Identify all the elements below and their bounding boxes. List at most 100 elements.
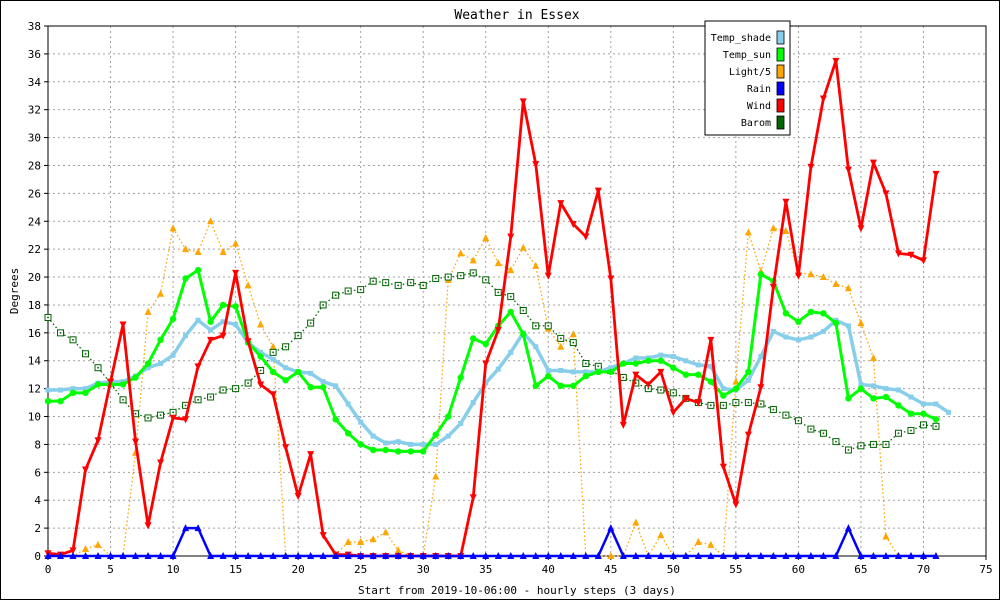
data-point-light-5 <box>732 377 740 385</box>
data-point-temp-shade <box>745 377 751 383</box>
data-point-wind <box>707 336 715 344</box>
data-point-wind <box>769 283 777 291</box>
x-tick-label: 40 <box>542 563 555 576</box>
data-point-rain <box>719 552 727 559</box>
data-point-temp-shade <box>808 334 814 340</box>
data-point-temp-shade <box>508 349 514 355</box>
series-barom <box>44 269 940 454</box>
x-tick-label: 0 <box>45 563 52 576</box>
data-point-rain <box>682 552 690 559</box>
data-point-temp-shade <box>770 328 776 334</box>
data-point-temp-shade <box>183 333 189 339</box>
data-point-rain <box>569 552 577 559</box>
data-point-wind <box>919 257 927 265</box>
x-tick-label: 75 <box>979 563 992 576</box>
legend-swatch <box>776 115 785 130</box>
data-point-light-5 <box>482 234 490 241</box>
data-point-wind <box>494 327 502 335</box>
legend-swatch <box>776 47 785 62</box>
data-point-rain <box>932 552 940 559</box>
data-point-rain <box>419 552 427 559</box>
data-point-light-5 <box>844 284 852 292</box>
data-point-temp-sun <box>369 446 377 454</box>
data-point-rain <box>94 552 102 559</box>
data-point-wind <box>669 409 677 417</box>
legend-swatch <box>776 64 785 79</box>
data-point-light-5 <box>507 266 515 274</box>
data-point-rain <box>694 552 702 559</box>
data-point-light-5 <box>494 259 502 267</box>
data-point-temp-sun <box>857 385 865 392</box>
data-point-temp-shade <box>283 365 289 371</box>
data-point-rain <box>619 552 627 559</box>
data-point-light-5 <box>382 528 390 536</box>
data-point-rain <box>144 552 152 559</box>
y-tick-label: 24 <box>28 215 42 228</box>
legend-label: Barom <box>741 118 771 129</box>
data-point-wind <box>569 221 577 229</box>
data-point-rain <box>857 552 865 559</box>
data-point-wind <box>844 166 852 174</box>
x-tick-label: 65 <box>854 563 867 576</box>
y-tick-label: 16 <box>28 327 41 340</box>
data-point-light-5 <box>257 320 265 328</box>
data-point-temp-sun <box>532 382 539 390</box>
data-point-temp-sun <box>457 374 464 381</box>
data-point-temp-shade <box>70 386 76 392</box>
data-point-temp-sun <box>482 340 489 348</box>
data-point-temp-sun <box>570 382 577 390</box>
data-point-temp-sun <box>219 301 227 309</box>
data-point-temp-sun <box>82 389 89 397</box>
y-tick-label: 10 <box>28 411 41 424</box>
data-point-temp-sun <box>507 308 514 316</box>
data-point-temp-shade <box>370 433 376 439</box>
data-point-temp-shade <box>83 386 89 392</box>
data-point-temp-shade <box>58 387 64 393</box>
data-point-temp-sun <box>932 416 940 423</box>
y-tick-label: 20 <box>28 271 41 284</box>
data-point-rain <box>707 552 715 559</box>
data-point-temp-shade <box>145 365 151 371</box>
data-point-wind <box>244 338 252 346</box>
data-point-rain <box>82 552 90 559</box>
data-point-temp-shade <box>758 354 764 360</box>
data-point-rain <box>632 552 640 559</box>
data-point-temp-shade <box>258 349 264 355</box>
data-point-rain <box>507 552 515 559</box>
y-tick-label: 0 <box>34 550 41 563</box>
data-point-temp-sun <box>420 448 427 455</box>
data-point-temp-sun <box>707 378 715 385</box>
data-point-temp-shade <box>683 358 689 364</box>
data-point-rain <box>607 524 615 532</box>
data-point-temp-sun <box>657 357 665 364</box>
data-point-rain <box>319 552 327 559</box>
series-line-rain <box>48 526 936 558</box>
data-point-wind <box>682 395 690 403</box>
data-point-wind <box>657 368 665 376</box>
y-tick-label: 32 <box>28 104 41 117</box>
data-point-light-5 <box>169 224 177 232</box>
y-tick-label: 14 <box>28 355 42 368</box>
data-point-temp-sun <box>432 431 439 438</box>
data-point-temp-shade <box>920 401 926 407</box>
data-point-rain <box>807 552 815 559</box>
data-point-temp-sun <box>445 413 452 420</box>
data-point-rain <box>432 552 440 559</box>
data-point-temp-shade <box>208 327 214 333</box>
data-point-rain <box>119 552 127 559</box>
y-tick-label: 34 <box>28 76 42 89</box>
x-tick-label: 55 <box>729 563 742 576</box>
data-point-temp-sun <box>670 364 677 371</box>
series-rain <box>44 524 940 559</box>
data-point-temp-sun <box>695 371 702 378</box>
data-point-temp-shade <box>570 369 576 375</box>
data-point-rain <box>344 552 352 559</box>
data-point-light-5 <box>269 342 277 350</box>
data-point-temp-sun <box>745 368 752 376</box>
y-tick-label: 6 <box>34 466 41 479</box>
data-point-temp-shade <box>383 440 389 446</box>
data-point-wind <box>282 444 290 452</box>
data-point-temp-sun <box>169 315 177 323</box>
data-point-temp-shade <box>945 409 951 415</box>
